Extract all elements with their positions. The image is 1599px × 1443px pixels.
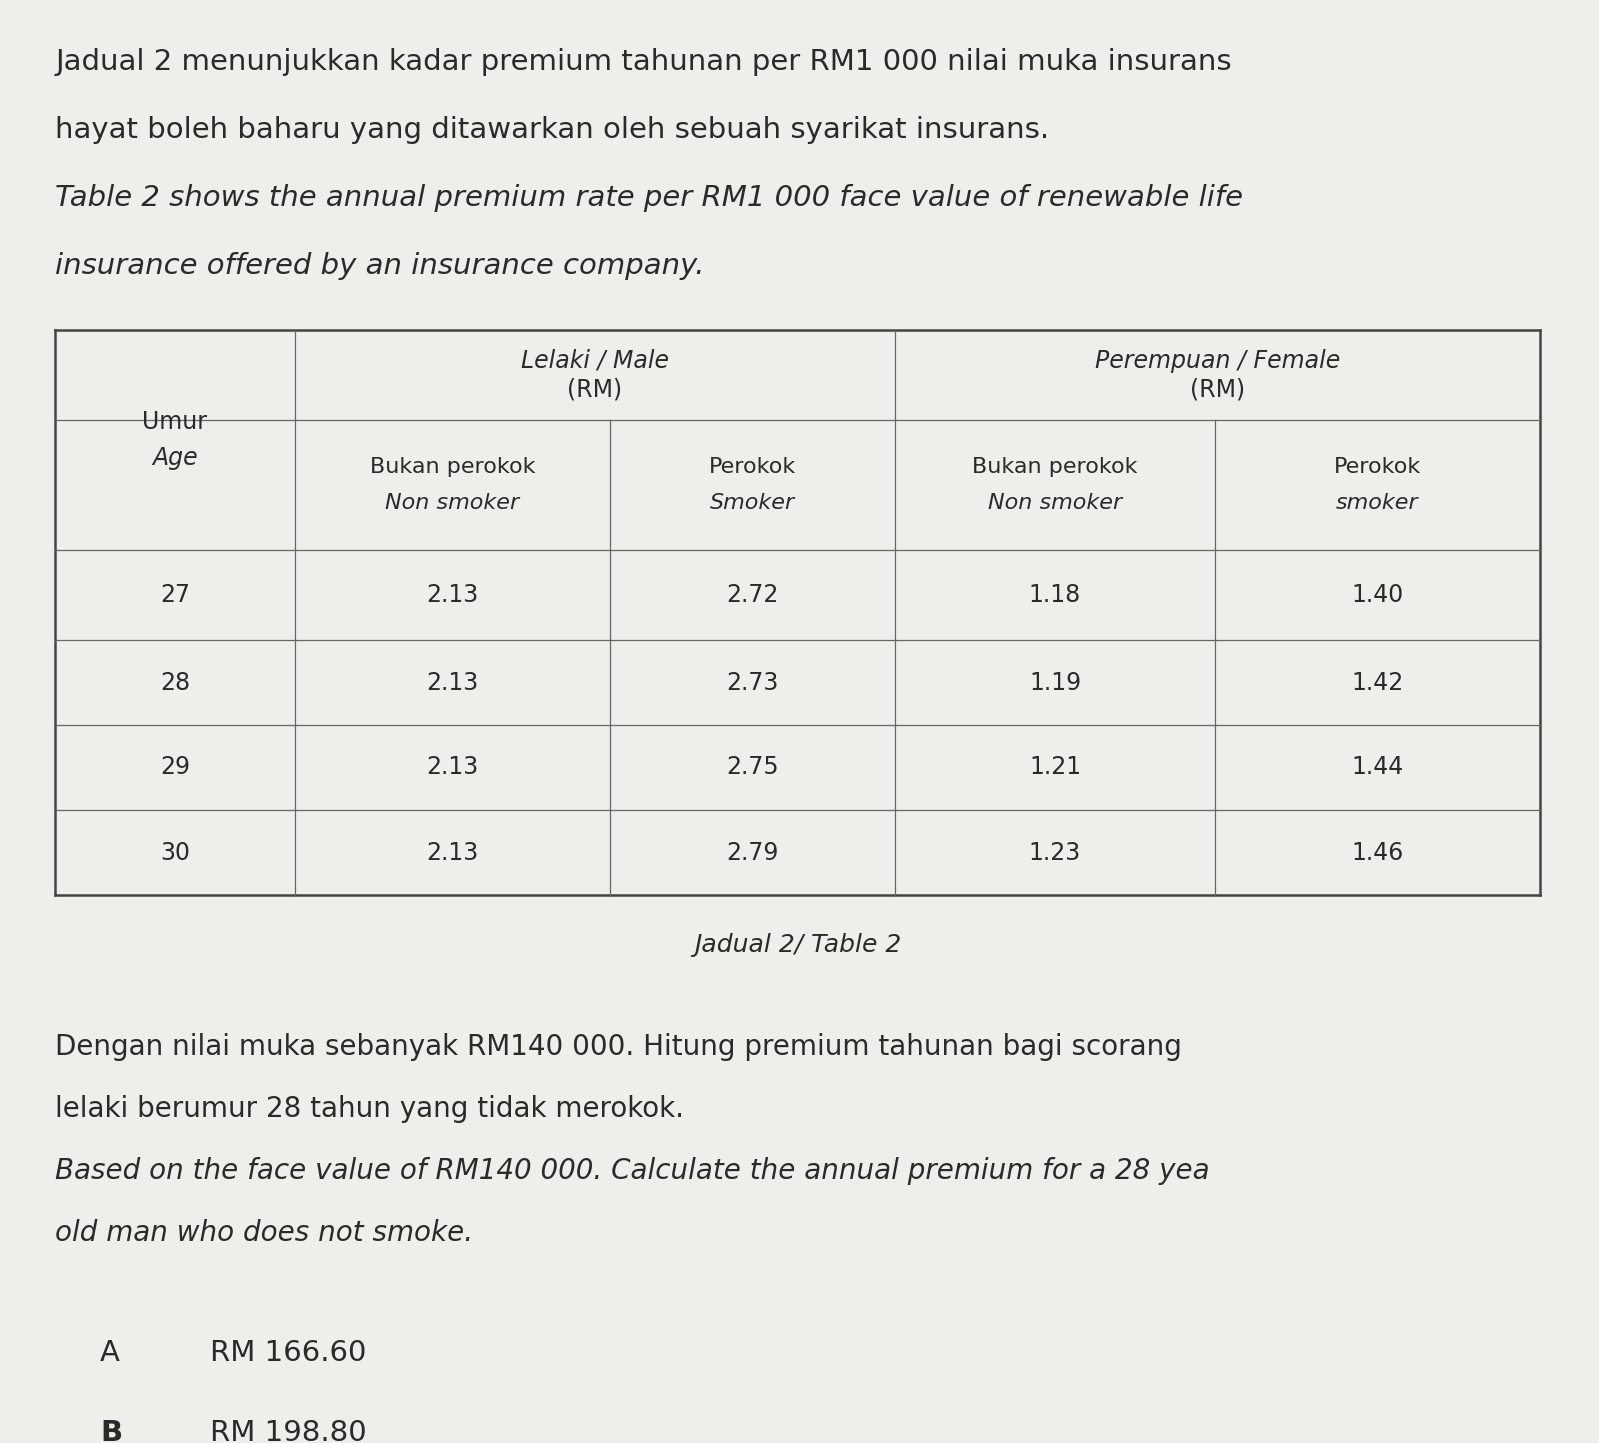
Text: 1.42: 1.42 [1351, 671, 1404, 694]
Text: Lelaki / Male: Lelaki / Male [521, 349, 668, 372]
Text: 1.19: 1.19 [1028, 671, 1081, 694]
Text: lelaki berumur 28 tahun yang tidak merokok.: lelaki berumur 28 tahun yang tidak merok… [54, 1095, 684, 1123]
Text: Bukan perokok: Bukan perokok [369, 457, 536, 478]
Text: smoker: smoker [1337, 494, 1418, 514]
Text: 1.23: 1.23 [1028, 840, 1081, 864]
Text: 2.13: 2.13 [427, 756, 478, 779]
Text: Non smoker: Non smoker [988, 494, 1122, 514]
Text: 2.75: 2.75 [726, 756, 779, 779]
Text: 27: 27 [160, 583, 190, 608]
Text: RM 198.80: RM 198.80 [209, 1418, 366, 1443]
Text: Perokok: Perokok [1334, 457, 1422, 478]
Text: RM 166.60: RM 166.60 [209, 1339, 366, 1367]
Text: B: B [101, 1418, 122, 1443]
Text: (RM): (RM) [568, 377, 622, 401]
Text: Dengan nilai muka sebanyak RM140 000. Hitung premium tahunan bagi scorang: Dengan nilai muka sebanyak RM140 000. Hi… [54, 1033, 1182, 1061]
Text: 2.13: 2.13 [427, 671, 478, 694]
Text: Table 2 shows the annual premium rate per RM1 000 face value of renewable life: Table 2 shows the annual premium rate pe… [54, 185, 1242, 212]
Text: Perempuan / Female: Perempuan / Female [1095, 349, 1340, 372]
Text: Smoker: Smoker [710, 494, 795, 514]
Text: 29: 29 [160, 756, 190, 779]
Text: 2.73: 2.73 [726, 671, 779, 694]
Text: Perokok: Perokok [708, 457, 796, 478]
Text: 30: 30 [160, 840, 190, 864]
Text: Jadual 2/ Table 2: Jadual 2/ Table 2 [694, 934, 902, 957]
Text: 28: 28 [160, 671, 190, 694]
Text: insurance offered by an insurance company.: insurance offered by an insurance compan… [54, 253, 705, 280]
Text: 1.21: 1.21 [1028, 756, 1081, 779]
Text: Umur: Umur [142, 410, 208, 434]
Text: 2.79: 2.79 [726, 840, 779, 864]
Text: 2.72: 2.72 [726, 583, 779, 608]
Text: 1.44: 1.44 [1351, 756, 1404, 779]
Text: Non smoker: Non smoker [385, 494, 520, 514]
Text: 1.40: 1.40 [1351, 583, 1404, 608]
Text: (RM): (RM) [1190, 377, 1246, 401]
Text: Based on the face value of RM140 000. Calculate the annual premium for a 28 yea: Based on the face value of RM140 000. Ca… [54, 1157, 1209, 1185]
Text: old man who does not smoke.: old man who does not smoke. [54, 1219, 473, 1247]
Text: hayat boleh baharu yang ditawarkan oleh sebuah syarikat insurans.: hayat boleh baharu yang ditawarkan oleh … [54, 115, 1049, 144]
Text: 1.18: 1.18 [1028, 583, 1081, 608]
Text: Jadual 2 menunjukkan kadar premium tahunan per RM1 000 nilai muka insurans: Jadual 2 menunjukkan kadar premium tahun… [54, 48, 1231, 76]
Text: Bukan perokok: Bukan perokok [972, 457, 1138, 478]
Text: 1.46: 1.46 [1351, 840, 1404, 864]
Text: 2.13: 2.13 [427, 583, 478, 608]
Text: A: A [101, 1339, 120, 1367]
Text: 2.13: 2.13 [427, 840, 478, 864]
Text: Age: Age [152, 446, 198, 470]
